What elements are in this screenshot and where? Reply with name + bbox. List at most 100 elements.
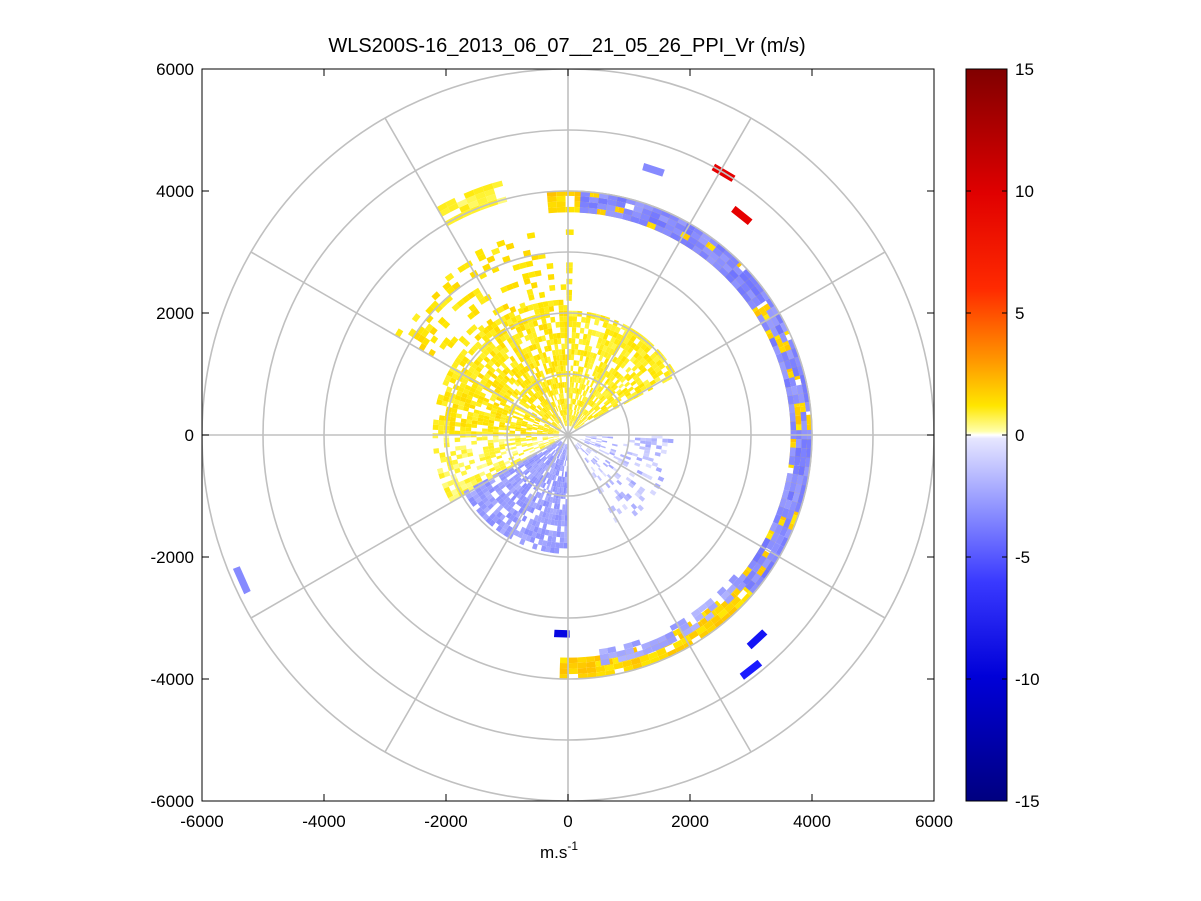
data-cell xyxy=(548,417,554,422)
data-cell xyxy=(552,444,558,449)
data-cell xyxy=(577,667,588,674)
data-cell xyxy=(502,303,510,311)
data-cell xyxy=(528,457,534,463)
data-cell xyxy=(476,196,488,206)
data-cell xyxy=(539,444,545,448)
data-cell xyxy=(544,443,551,447)
data-cell xyxy=(569,414,571,421)
data-cell xyxy=(449,425,455,431)
data-cell xyxy=(547,433,554,435)
data-cell xyxy=(799,457,807,467)
data-cell xyxy=(551,361,555,368)
data-cell xyxy=(475,292,484,301)
data-cell xyxy=(593,404,599,410)
data-cell xyxy=(460,348,468,357)
data-cell xyxy=(490,357,498,364)
data-cell xyxy=(519,494,525,501)
data-cell xyxy=(481,400,489,406)
data-cell xyxy=(633,351,640,359)
data-cell xyxy=(644,446,651,451)
y-tick-label: -2000 xyxy=(151,548,194,567)
data-cell xyxy=(568,420,570,426)
data-cell xyxy=(557,405,561,411)
data-cell xyxy=(618,383,625,389)
data-cell xyxy=(598,648,609,655)
data-cell xyxy=(533,409,539,414)
data-cell xyxy=(542,476,547,483)
data-cell xyxy=(592,457,598,463)
data-cell xyxy=(795,439,802,448)
data-cell xyxy=(547,411,552,416)
data-cell xyxy=(570,415,573,421)
data-cell xyxy=(479,493,487,501)
data-cell xyxy=(491,407,498,413)
data-cell xyxy=(573,416,577,422)
data-cell xyxy=(614,358,621,365)
data-cell xyxy=(558,441,563,447)
data-layer xyxy=(232,163,813,680)
data-cell xyxy=(438,430,444,435)
data-cell xyxy=(569,420,572,427)
data-cell xyxy=(545,398,550,405)
data-cell xyxy=(565,444,567,450)
data-cell xyxy=(518,507,524,514)
data-cell xyxy=(554,429,560,432)
data-cell xyxy=(615,388,622,395)
data-cell xyxy=(476,431,483,435)
data-cell xyxy=(749,583,760,595)
data-cell xyxy=(598,387,604,393)
data-cell xyxy=(634,385,641,392)
data-cell xyxy=(459,382,467,389)
data-cell xyxy=(547,196,557,203)
data-cell xyxy=(548,305,555,312)
data-cell xyxy=(534,372,540,379)
data-cell xyxy=(632,358,640,366)
data-cell xyxy=(623,208,634,216)
data-cell xyxy=(741,593,752,604)
data-cell xyxy=(542,407,548,413)
data-cell xyxy=(571,415,575,421)
data-cell xyxy=(544,414,549,419)
data-cell xyxy=(470,400,477,406)
data-cell xyxy=(484,382,492,389)
data-cell xyxy=(525,412,531,417)
data-cell xyxy=(561,482,565,488)
data-cell xyxy=(506,389,513,395)
data-cell xyxy=(605,210,615,218)
data-cell xyxy=(510,442,516,446)
data-cell xyxy=(607,341,614,349)
data-cell xyxy=(512,346,519,354)
data-cell xyxy=(568,662,578,669)
data-cell xyxy=(460,470,468,476)
grid-spoke xyxy=(384,117,569,436)
data-cell xyxy=(550,384,554,391)
data-cell xyxy=(562,415,565,421)
data-cell xyxy=(589,352,594,359)
data-cell xyxy=(504,366,511,373)
data-cell xyxy=(549,439,555,443)
data-cell xyxy=(625,476,632,483)
data-cell xyxy=(520,399,526,405)
data-cell xyxy=(485,331,493,339)
data-cell xyxy=(536,354,541,361)
data-cell xyxy=(589,442,595,446)
data-cell xyxy=(563,449,566,455)
data-cell xyxy=(694,240,706,251)
data-cell xyxy=(527,493,533,500)
data-cell xyxy=(538,425,544,429)
data-cell xyxy=(461,453,468,459)
data-cell xyxy=(664,223,675,233)
data-cell xyxy=(443,471,451,478)
data-cell xyxy=(509,430,516,433)
data-cell xyxy=(529,536,536,544)
data-cell xyxy=(585,385,590,392)
data-cell xyxy=(484,412,491,417)
isolated-segment xyxy=(739,659,763,680)
data-cell xyxy=(761,568,771,580)
data-cell xyxy=(449,421,456,427)
data-cell xyxy=(559,453,562,460)
data-cell xyxy=(433,419,439,425)
data-cell xyxy=(778,361,787,372)
data-cell xyxy=(492,462,500,467)
data-cell xyxy=(495,467,502,473)
